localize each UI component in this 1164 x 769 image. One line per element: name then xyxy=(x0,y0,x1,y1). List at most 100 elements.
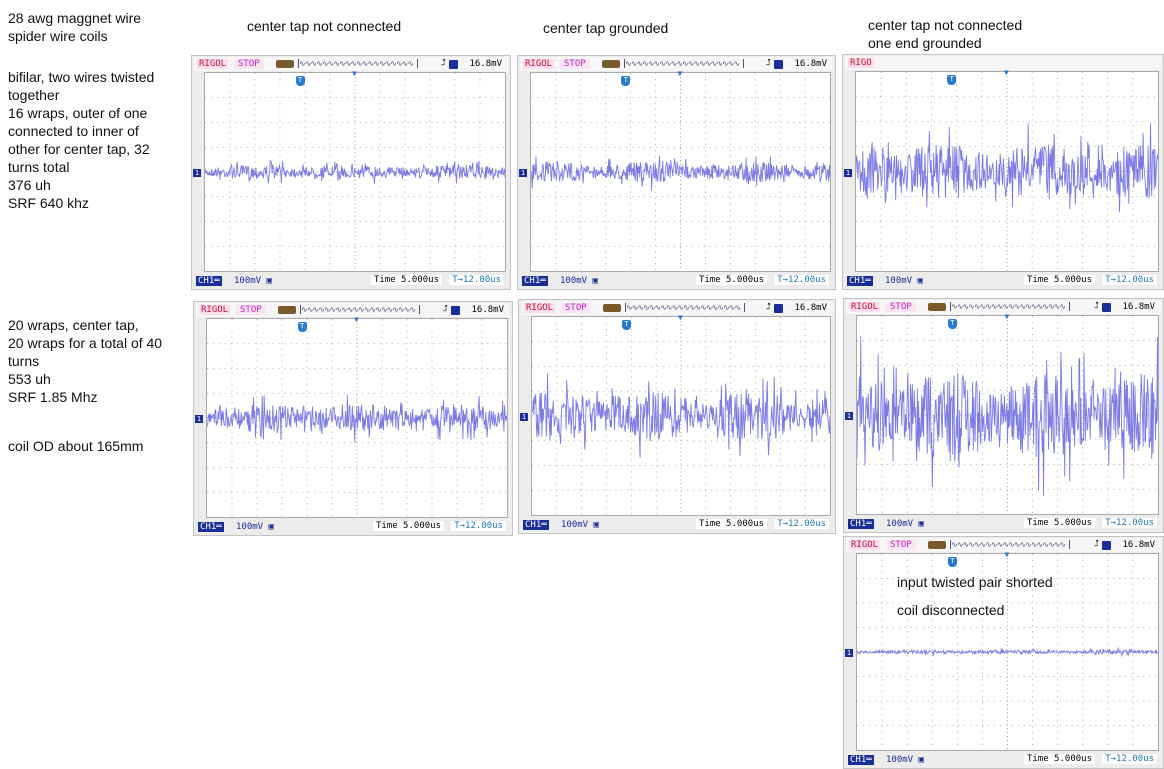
brand-label: RIGOL xyxy=(197,59,229,69)
waveform-plot xyxy=(857,316,1158,514)
trigger-position-marker: T xyxy=(621,76,631,86)
note-coil1-line: other for center tap, 32 xyxy=(8,141,150,157)
trigger-source-icon xyxy=(1102,303,1111,312)
waveform-screen: T ▼ xyxy=(855,68,1159,272)
brand-label: RIGOL xyxy=(523,59,555,69)
trigger-offset: T→12.00us xyxy=(1102,518,1157,528)
trigger-position-marker: T xyxy=(297,322,307,332)
waveform-plot xyxy=(531,73,830,271)
trigger-offset: T→12.00us xyxy=(774,519,829,529)
scope-capture: RIGOL STOP ∿∿∿∿∿∿∿∿∿∿∿∿∿∿∿∿∿∿∿∿ ⮥ 16.8mV T ▼ in… xyxy=(843,536,1164,769)
note-title-line: 28 awg maggnet wire xyxy=(8,10,142,26)
ch1-trace xyxy=(856,122,1158,213)
ch1-trace xyxy=(531,156,830,191)
waveform-position-indicator: ∿∿∿∿∿∿∿∿∿∿∿∿∿∿∿∿∿∿∿∿ xyxy=(300,305,420,314)
ch1-trace xyxy=(857,646,1158,658)
timebase: Time 5.000us xyxy=(370,275,442,285)
waveform-screen: T ▼ xyxy=(531,313,831,516)
trigger-source-icon xyxy=(451,306,460,315)
timebase: Time 5.000us xyxy=(1023,754,1095,764)
memory-depth-icon xyxy=(278,306,296,314)
column-heading-2: center tap grounded xyxy=(543,20,669,36)
brand-label: RIGOL xyxy=(849,302,881,312)
center-marker: ▼ xyxy=(1004,312,1010,321)
brand-label: RIGO xyxy=(848,58,874,68)
waveform-position-indicator: ∿∿∿∿∿∿∿∿∿∿∿∿∿∿∿∿∿∿∿∿ xyxy=(624,59,744,68)
run-status: STOP xyxy=(560,59,590,69)
ch1-trace xyxy=(857,336,1158,496)
trigger-offset: T→12.00us xyxy=(1102,754,1157,764)
note-coil1-line: turns total xyxy=(8,159,70,175)
channel-label: CH1═ xyxy=(196,276,222,286)
note-coil2-line: 20 wraps, center tap, xyxy=(8,317,139,333)
trigger-level: 16.8mV xyxy=(469,59,502,69)
note-coil2-line: turns xyxy=(8,353,40,369)
run-status: STOP xyxy=(886,302,916,312)
waveform-screen: T ▼ input twisted pair shorted coil disconn… xyxy=(856,550,1159,751)
ch1-trace xyxy=(205,159,505,184)
note-coil2-line: SRF 1.85 Mhz xyxy=(8,389,98,405)
ch1-ground-marker: 1 xyxy=(844,168,852,177)
trigger-edge-icon: ⮥ xyxy=(765,302,771,312)
trigger-source-icon xyxy=(1102,541,1111,550)
note-coil2-line: 20 wraps for a total of 40 xyxy=(8,335,163,351)
trigger-edge-icon: ⮥ xyxy=(1093,539,1099,549)
trigger-level: 16.8mV xyxy=(471,305,504,315)
trigger-offset: T→12.00us xyxy=(451,521,506,531)
trigger-position-marker: T xyxy=(947,319,957,329)
timebase: Time 5.000us xyxy=(1023,518,1095,528)
channel-label: CH1═ xyxy=(848,755,874,765)
memory-depth-icon xyxy=(276,60,294,68)
scope-capture: RIGOL STOP ∿∿∿∿∿∿∿∿∿∿∿∿∿∿∿∿∿∿∿∿ ⮥ 16.8mV T ▼ 1 C… xyxy=(843,298,1164,533)
trigger-edge-icon: ⮥ xyxy=(1093,301,1099,311)
center-marker: ▼ xyxy=(1004,68,1009,77)
channel-label: CH1═ xyxy=(523,520,549,530)
run-status: STOP xyxy=(886,540,916,550)
note-coil1-line: SRF 640 khz xyxy=(8,195,89,211)
trigger-edge-icon: ⮥ xyxy=(765,58,771,68)
trigger-source-icon xyxy=(774,304,783,313)
trigger-position-marker: T xyxy=(295,76,305,86)
scope-header: RIGOL STOP ∿∿∿∿∿∿∿∿∿∿∿∿∿∿∿∿∿∿∿∿ ⮥ 16.8mV xyxy=(846,300,1161,314)
scope-footer: CH1═ 100mV ▣ Time 5.000us T→12.00us xyxy=(196,520,510,534)
scope-header: RIGOL STOP ∿∿∿∿∿∿∿∿∿∿∿∿∿∿∿∿∿∿∿∿ ⮥ 16.8mV xyxy=(196,303,510,317)
center-marker: ▼ xyxy=(678,313,683,322)
run-status: STOP xyxy=(561,303,591,313)
trigger-source-icon xyxy=(449,60,458,69)
trigger-offset: T→12.00us xyxy=(774,275,829,285)
brand-label: RIGOL xyxy=(524,303,556,313)
center-marker: ▼ xyxy=(677,69,683,78)
waveform-position-indicator: ∿∿∿∿∿∿∿∿∿∿∿∿∿∿∿∿∿∿∿∿ xyxy=(950,302,1070,311)
waveform-plot xyxy=(857,554,1158,750)
scope-capture: RIGOL STOP ∿∿∿∿∿∿∿∿∿∿∿∿∿∿∿∿∿∿∿∿ ⮥ 16.8mV T ▼ 1 C… xyxy=(191,55,511,290)
trigger-position-marker: T xyxy=(947,75,957,85)
volts-per-div: 100mV ▣ xyxy=(234,276,272,286)
memory-depth-icon xyxy=(603,304,621,312)
trigger-level: 16.8mV xyxy=(1122,302,1155,312)
waveform-screen: T ▼ xyxy=(204,69,506,272)
scope-capture: RIGOL STOP ∿∿∿∿∿∿∿∿∿∿∿∿∿∿∿∿∿∿∿∿ ⮥ 16.8mV T ▼ 1 C… xyxy=(518,299,836,534)
ch1-trace xyxy=(207,394,507,443)
scope-footer: CH1═ 100mV ▣ Time 5.000us T→12.00us xyxy=(845,274,1161,288)
waveform-position-indicator: ∿∿∿∿∿∿∿∿∿∿∿∿∿∿∿∿∿∿∿∿ xyxy=(298,59,418,68)
scope-footer: CH1═ 100mV ▣ Time 5.000us T→12.00us xyxy=(846,753,1161,767)
trigger-level: 16.8mV xyxy=(794,59,827,69)
scope-footer: CH1═ 100mV ▣ Time 5.000us T→12.00us xyxy=(846,517,1161,531)
timebase: Time 5.000us xyxy=(695,519,767,529)
waveform-screen: T ▼ xyxy=(206,315,508,518)
scope-capture: RIGOL STOP ∿∿∿∿∿∿∿∿∿∿∿∿∿∿∿∿∿∿∿∿ ⮥ 16.8mV T ▼ 1 C… xyxy=(517,55,836,290)
brand-label: RIGOL xyxy=(849,540,881,550)
overlay-note: input twisted pair shorted xyxy=(897,574,1053,590)
waveform-plot xyxy=(856,72,1158,271)
channel-label: CH1═ xyxy=(847,276,873,286)
trigger-edge-icon: ⮥ xyxy=(442,304,448,314)
scope-footer: CH1═ 100mV ▣ Time 5.000us T→12.00us xyxy=(521,518,833,532)
column-heading-3: center tap not connected xyxy=(868,17,1023,33)
note-coil1-line: bifilar, two wires twisted xyxy=(8,69,155,85)
waveform-plot xyxy=(205,73,505,271)
scope-footer: CH1═ 100mV ▣ Time 5.000us T→12.00us xyxy=(520,274,833,288)
center-marker: ▼ xyxy=(352,69,357,78)
volts-per-div: 100mV ▣ xyxy=(560,276,598,286)
note-coil-od: coil OD about 165mm xyxy=(8,438,144,454)
ch1-ground-marker: 1 xyxy=(520,413,528,421)
